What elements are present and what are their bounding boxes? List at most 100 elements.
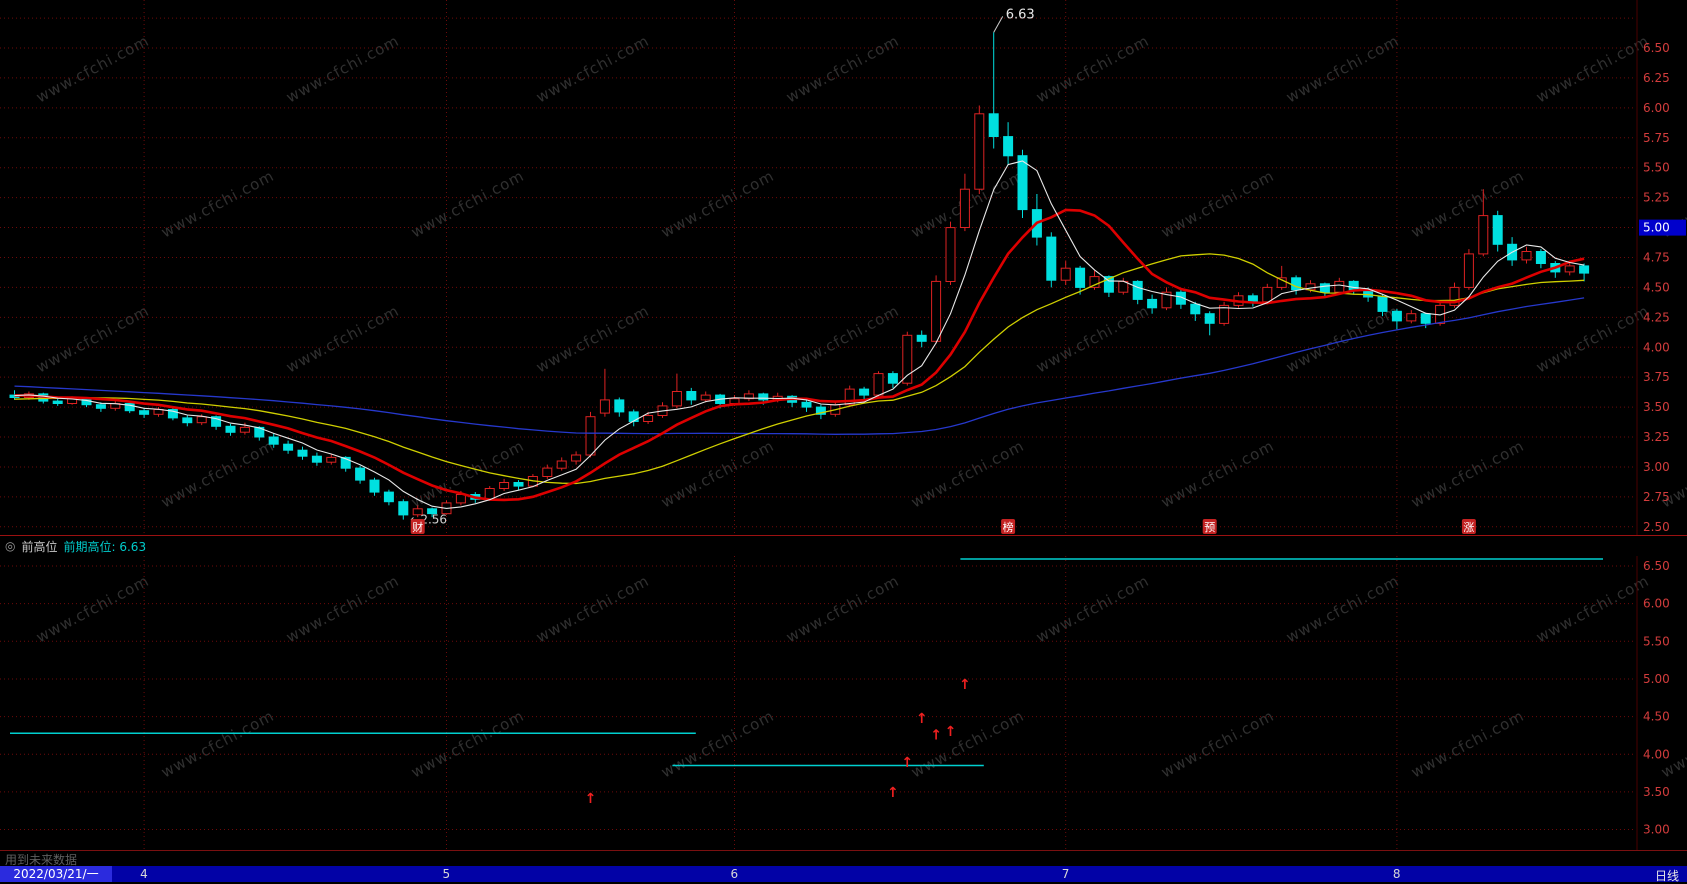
candle-body [1564,265,1575,273]
candle-body [1478,215,1489,255]
candle-body [1017,155,1028,211]
candle-body [311,455,322,463]
candle-body [1449,286,1460,306]
candle-body [1391,310,1402,322]
event-mark-label: 预 [1204,521,1215,534]
event-mark-box [1461,519,1476,534]
candle-body [268,436,279,445]
indicator-name[interactable]: 前高位 [21,539,58,554]
candle-body [455,494,466,504]
candle-body [902,334,913,384]
y-axis-label: 4.25 [1643,310,1670,324]
candle-body [225,425,236,433]
candle-body [628,411,639,422]
candle-body [643,415,654,422]
candle-body [124,403,135,412]
candle-body [1535,251,1546,264]
candle-body [815,406,826,415]
time-axis-bar[interactable]: 2022/03/21/一 4 5 6 7 8 日线 [0,866,1687,883]
candle-body [801,401,812,408]
candle-body [182,417,193,424]
indicator-header: ◎ 前高位 前期高位: 6.63 [0,535,1687,556]
candle-body [383,491,394,503]
candle-body [729,398,740,405]
candle-body [931,280,942,342]
candle-body [758,393,769,401]
candle-body [398,501,409,516]
event-mark-box [1202,519,1217,534]
ma5-line [14,160,1585,509]
panel-bottom-border [0,850,1687,851]
indicator-y-axis-label: 3.00 [1643,823,1670,837]
x-axis-month-label: 7 [1061,867,1070,881]
candle-body [239,426,250,433]
candle-body [196,416,207,424]
candle-body [1161,291,1172,309]
candle-body [1075,267,1086,288]
start-date-label[interactable]: 2022/03/21/一 [0,866,112,882]
candle-body [1348,280,1359,291]
main-candlestick-chart[interactable]: 6.50 6.25 6.00 5.75 5.50 5.25 5.00 4.75 4.50 4.25… [0,0,1687,536]
candle-body [599,399,610,414]
candle-body [1334,280,1345,293]
buy-signal-arrow: ↑ [930,728,942,744]
event-mark-label: 涨 [1463,521,1474,534]
candle-body [1262,286,1273,303]
candle-body [916,334,927,342]
candle-body [1046,236,1057,281]
indicator-y-axis-label: 5.50 [1643,634,1670,648]
candle-body [95,404,106,409]
candle-body [412,508,423,516]
candle-body [499,482,510,489]
indicator-y-axis-label: 3.50 [1643,785,1670,799]
buy-signal-arrow: ↑ [585,791,597,807]
candle-body [988,113,999,138]
period-label[interactable]: 日线 [1654,869,1679,883]
prev-high-indicator-panel[interactable]: 6.506.005.505.004.504.003.503.00↑ ↑↑↑↑ ↑↑ [0,556,1687,850]
x-axis-month-label: 5 [442,867,451,881]
candle-body [211,416,222,427]
ma60-line [14,297,1585,435]
candle-body [1247,295,1258,303]
y-axis-label: 6.25 [1643,71,1670,85]
price-marker-box [1639,219,1686,236]
candle-body [1319,283,1330,293]
x-axis-month-label: 6 [730,867,739,881]
y-axis-label: 5.50 [1643,161,1670,175]
indicator-param-value: 前期高位: 6.63 [63,539,147,554]
y-axis-label: 3.25 [1643,430,1670,444]
indicator-y-axis-label: 4.50 [1643,710,1670,724]
future-data-warning: 用到未来数据 [5,853,78,867]
candle-body [859,388,870,396]
y-axis-label: 5.25 [1643,191,1670,205]
y-axis-label: 3.50 [1643,400,1670,414]
y-axis-label: 6.50 [1643,41,1670,55]
candle-body [513,482,524,487]
candle-body [686,391,697,401]
candle-body [1003,136,1014,157]
y-axis-label: 4.50 [1643,280,1670,294]
buy-signal-arrow: ↑ [901,755,913,771]
candle-body [1521,251,1532,261]
candle-body [556,460,567,469]
indicator-y-axis-label: 6.00 [1643,597,1670,611]
indicator-collapse-icon[interactable]: ◎ [5,539,16,553]
candle-body [369,479,380,493]
candle-body [1420,313,1431,324]
candle-body [844,388,855,406]
candle-body [1190,303,1201,315]
candle-body [974,113,985,190]
ma20-line [14,253,1585,485]
candle-body [1406,313,1417,322]
buy-signal-arrow: ↑ [916,711,928,727]
candle-body [1060,267,1071,281]
y-axis-label: 2.50 [1643,520,1670,534]
candle-body [52,400,63,405]
y-axis-label: 3.75 [1643,370,1670,384]
candle-body [571,454,582,462]
y-axis-label: 3.00 [1643,460,1670,474]
candle-body [959,188,970,228]
candle-body [1103,276,1114,293]
candle-body [1147,298,1158,309]
